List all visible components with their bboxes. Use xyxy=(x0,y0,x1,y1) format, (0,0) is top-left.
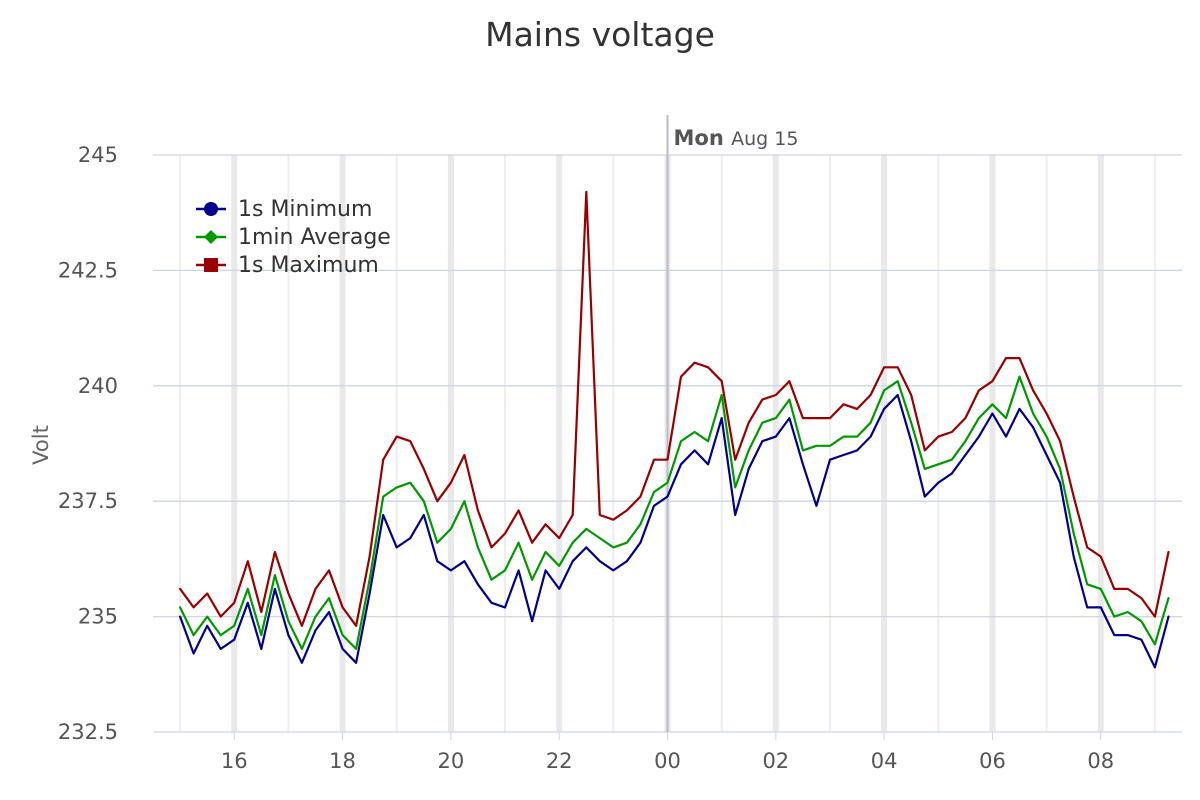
series-group xyxy=(179,190,1170,669)
legend-item[interactable]: 1s Maximum xyxy=(196,253,379,278)
chart-title: Mains voltage xyxy=(485,15,715,54)
y-axis-label: Volt xyxy=(29,425,53,465)
legend-item[interactable]: 1s Minimum xyxy=(196,197,372,222)
y-tick-label: 232.5 xyxy=(58,720,118,744)
legend-item[interactable]: 1min Average xyxy=(196,225,391,250)
hour-band xyxy=(720,155,723,732)
x-tick-label: 08 xyxy=(1087,749,1114,773)
y-tick-labels: 232.5 235 237.5 240 242.5 245 xyxy=(58,143,118,744)
hour-band xyxy=(231,155,238,732)
legend-label: 1s Minimum xyxy=(238,197,372,222)
hour-band xyxy=(1097,155,1104,732)
hour-band xyxy=(287,155,290,732)
x-tick-label: 02 xyxy=(762,749,789,773)
diamond-marker-icon xyxy=(204,230,218,244)
x-tick-label: 18 xyxy=(329,749,356,773)
x-tick-label: 22 xyxy=(546,749,573,773)
day-boundary-label: Mon Aug 15 xyxy=(674,126,799,150)
hour-band xyxy=(339,155,346,732)
legend-label: 1min Average xyxy=(238,225,391,250)
x-tick-label: 06 xyxy=(979,749,1006,773)
series-line-1min-average xyxy=(179,375,1170,651)
hour-band xyxy=(881,155,888,732)
hour-band xyxy=(989,155,996,732)
hour-band xyxy=(937,155,940,732)
hour-band xyxy=(556,155,563,732)
hour-band xyxy=(612,155,615,732)
x-tick-label: 04 xyxy=(871,749,898,773)
square-marker-icon xyxy=(204,258,218,272)
hour-band xyxy=(504,155,506,732)
x-tick-labels: 16 18 20 22 00 02 04 06 08 xyxy=(221,749,1114,773)
y-tick-label: 240 xyxy=(78,374,118,398)
y-tick-label: 237.5 xyxy=(58,489,118,513)
x-tick-label: 20 xyxy=(438,749,465,773)
x-grid xyxy=(233,732,1102,740)
hour-band xyxy=(829,155,831,732)
y-tick-label: 242.5 xyxy=(58,258,118,282)
x-tick-label: 00 xyxy=(654,749,681,773)
hour-band xyxy=(395,155,398,732)
x-tick-label: 16 xyxy=(221,749,248,773)
hour-band xyxy=(1045,155,1048,732)
hour-band xyxy=(447,155,454,732)
series-line-1s-maximum xyxy=(179,190,1170,627)
day-boundary: Mon Aug 15 xyxy=(666,115,799,732)
hour-band xyxy=(772,155,779,732)
legend-label: 1s Maximum xyxy=(238,253,379,278)
circle-marker-icon xyxy=(204,202,218,216)
hour-band xyxy=(179,155,182,732)
series-line-1s-minimum xyxy=(179,393,1170,669)
y-tick-label: 245 xyxy=(78,143,118,167)
hour-band xyxy=(1153,155,1156,732)
legend[interactable]: 1s Minimum 1min Average 1s Maximum xyxy=(196,197,391,278)
y-tick-label: 235 xyxy=(78,605,118,629)
